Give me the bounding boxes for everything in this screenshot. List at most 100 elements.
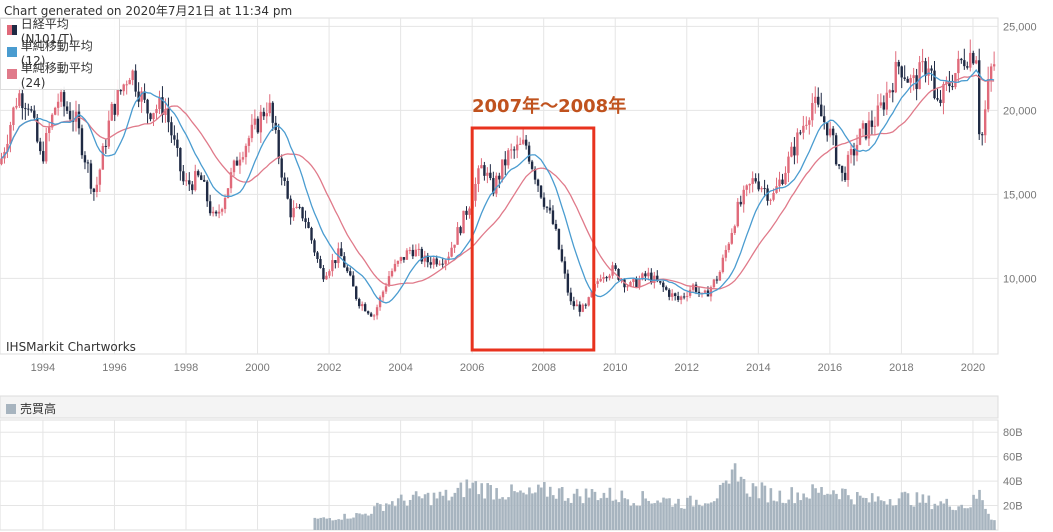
candle-body: [545, 206, 549, 208]
volume-bar: [516, 492, 519, 530]
candle-body: [191, 184, 194, 191]
volume-bar: [361, 514, 364, 530]
candle-body: [894, 61, 897, 93]
candle-body: [292, 207, 295, 218]
volume-legend[interactable]: 売買高: [6, 400, 56, 417]
candle-body: [405, 250, 409, 260]
volume-bar: [990, 519, 993, 530]
volume-bar: [343, 513, 346, 530]
x-tick-label: 2006: [460, 362, 484, 374]
volume-bar: [414, 491, 418, 530]
candle-body: [849, 149, 853, 155]
volume-y-tick-label: 80B: [1003, 427, 1023, 439]
candle-body: [691, 284, 695, 290]
candle-body: [77, 111, 81, 129]
candle-body: [602, 277, 605, 279]
candle-body: [113, 103, 116, 115]
volume-bar: [671, 506, 674, 530]
volume-bar: [465, 479, 469, 530]
candle-body: [870, 120, 874, 127]
volume-legend-label: 売買高: [20, 402, 57, 416]
volume-bar: [891, 505, 895, 530]
legend-item-ma12[interactable]: 単純移動平均 (12): [1, 39, 119, 68]
volume-bar: [525, 494, 528, 530]
volume-bar: [411, 494, 415, 530]
candle-body: [182, 171, 185, 182]
volume-y-tick-label: 20B: [1003, 501, 1023, 513]
candle-body: [173, 135, 176, 140]
candle-body: [939, 99, 942, 104]
volume-bar: [829, 494, 832, 530]
volume-bar: [340, 519, 343, 530]
candle-body: [286, 180, 289, 199]
volume-bar: [787, 499, 791, 530]
volume-bar: [683, 508, 686, 530]
legend-item-ma24[interactable]: 単純移動平均 (24): [1, 61, 119, 90]
candle-body: [837, 164, 841, 166]
volume-bar: [459, 482, 463, 530]
volume-bar: [441, 495, 445, 530]
volume-bar: [620, 490, 624, 530]
candle-body: [477, 168, 480, 184]
candle-body: [885, 92, 889, 110]
volume-bar: [543, 482, 546, 530]
volume-bar: [960, 504, 963, 530]
legend-item-nikkei[interactable]: 日経平均(N101/T): [1, 17, 119, 46]
candle-body: [334, 260, 337, 264]
candle-body: [322, 268, 325, 280]
volume-bar: [456, 487, 460, 530]
candle-body: [584, 304, 587, 306]
volume-bar: [808, 498, 811, 530]
candle-body: [840, 165, 844, 173]
candle-body: [769, 199, 772, 201]
candle-body: [966, 66, 969, 68]
volume-bar: [531, 493, 534, 530]
candle-body: [250, 124, 254, 139]
candle-body: [799, 132, 802, 134]
candle-body: [352, 275, 355, 287]
volume-bar: [435, 498, 439, 530]
candle-body: [27, 108, 30, 110]
volume-bar: [438, 491, 442, 530]
candle-body: [202, 179, 206, 182]
candle-body: [611, 265, 614, 276]
volume-bar: [993, 520, 996, 530]
volume-bar: [888, 499, 892, 530]
candle-body: [152, 113, 155, 120]
volume-bar: [647, 500, 650, 530]
candle-body: [393, 263, 397, 271]
candle-body: [396, 260, 400, 264]
candle-body: [101, 145, 105, 170]
candle-body: [542, 197, 546, 207]
candle-body: [703, 290, 707, 293]
volume-bar: [641, 491, 644, 530]
volume-bar: [471, 482, 475, 530]
candle-body: [513, 149, 516, 151]
candle-body: [265, 113, 268, 117]
volume-bar: [501, 497, 504, 530]
candle-body: [694, 284, 698, 292]
candle-body: [697, 291, 701, 294]
candle-body: [906, 78, 909, 83]
candle-body: [346, 267, 349, 272]
volume-bar: [799, 500, 802, 530]
candle-body: [662, 282, 665, 288]
ma12-line: [1, 69, 995, 304]
volume-bar: [721, 482, 725, 530]
candle-body: [441, 263, 444, 265]
chart-generated-timestamp: Chart generated on 2020年7月21日 at 11:34 p…: [4, 4, 293, 18]
candle-body: [83, 155, 87, 163]
candle-body: [378, 297, 382, 308]
candle-body: [730, 232, 734, 244]
candle-body: [647, 272, 650, 277]
candle-body: [539, 185, 543, 198]
candle-body: [638, 279, 641, 288]
candle-body: [903, 77, 906, 79]
volume-bar: [319, 517, 323, 530]
candle-body: [328, 271, 331, 276]
candle-body: [244, 145, 248, 158]
x-tick-label: 2016: [818, 362, 842, 374]
candle-body: [238, 159, 242, 166]
volume-bar: [972, 494, 975, 530]
volume-bar: [939, 501, 943, 530]
